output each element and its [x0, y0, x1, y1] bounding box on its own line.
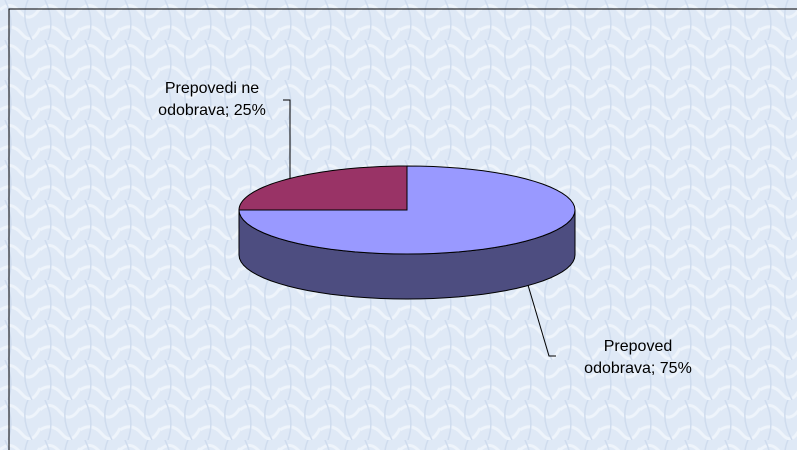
pie-slice: [238, 165, 408, 211]
plot-border: [8, 8, 797, 450]
data-label: Prepoved odobrava; 75%: [584, 338, 692, 377]
leader-line: [283, 99, 291, 194]
pie-slice: [238, 165, 576, 255]
leader-line: [527, 284, 556, 357]
data-label: Prepovedi ne odobrava; 25%: [158, 80, 266, 119]
